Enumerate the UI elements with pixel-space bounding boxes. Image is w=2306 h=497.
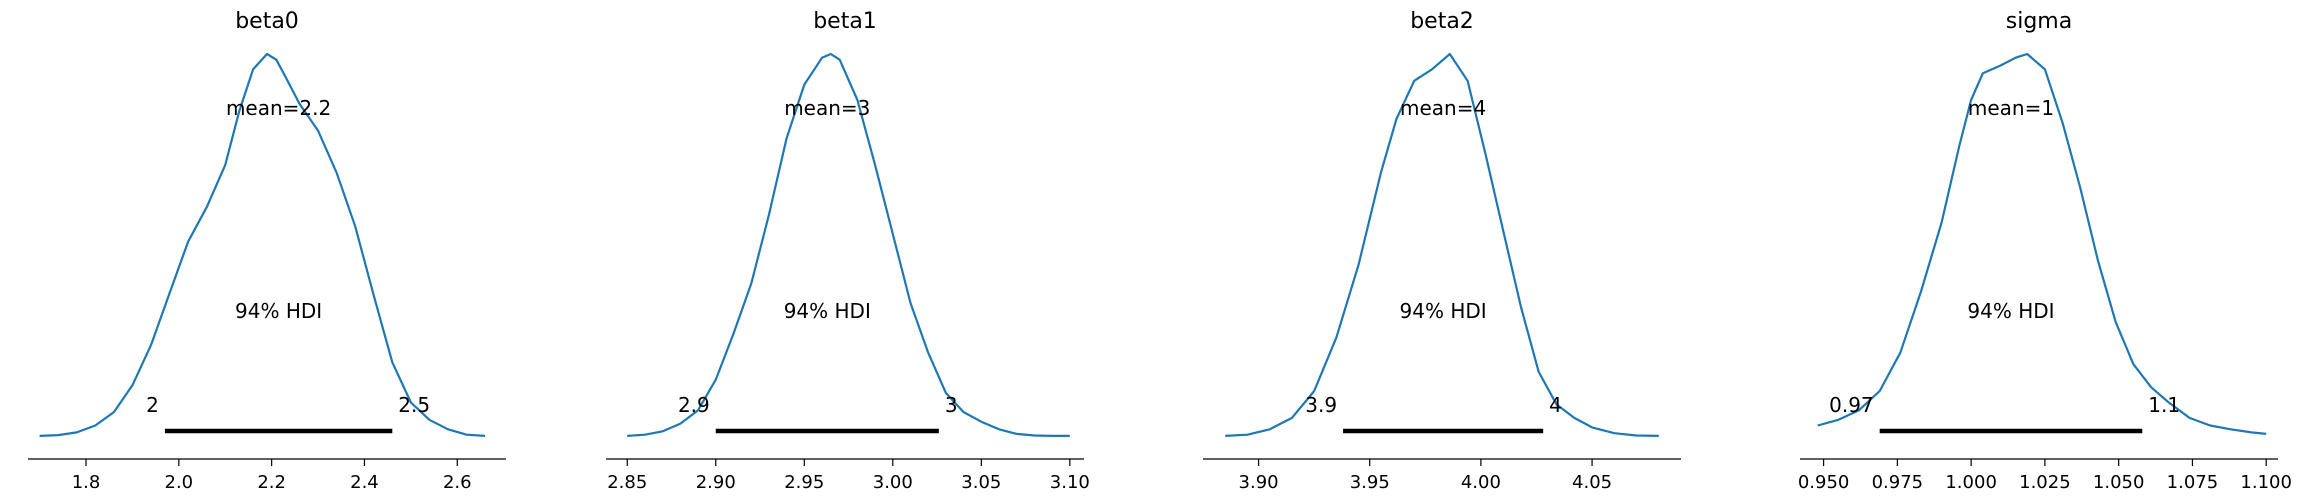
hdi-label: 94% HDI [1967,299,2054,323]
kde-line [1817,52,2267,435]
hdi-low-label: 2.9 [678,393,710,417]
x-tick-label: 4.00 [1461,472,1501,493]
hdi-high-label: 4 [1549,393,1562,417]
x-tick-label: 2.95 [784,472,824,493]
x-tick-label: 2.6 [443,472,472,493]
panel-beta0: beta0 mean=2.2 94% HDI 2 2.5 1.8 2.0 2.2 2.4 2.6 [28,9,506,493]
hdi-label: 94% HDI [1400,299,1487,323]
x-tick-label: 0.975 [1872,472,1924,493]
x-tick-label: 3.90 [1239,472,1279,493]
x-tick-label: 3.00 [873,472,913,493]
panel-title: beta1 [813,9,877,34]
x-tick-label: 1.8 [72,472,101,493]
hdi-low-label: 3.9 [1305,393,1337,417]
x-tick-label: 1.000 [1945,472,1997,493]
x-tick-label: 4.05 [1572,472,1612,493]
kde-line [39,52,486,437]
x-tick-label: 2.0 [165,472,194,493]
mean-label: mean=4 [1400,96,1486,120]
panel-title: beta2 [1410,9,1474,34]
hdi-low-label: 2 [146,393,159,417]
x-tick-label: 1.050 [2093,472,2145,493]
mean-label: mean=1 [1968,96,2054,120]
x-tick-label: 1.075 [2167,472,2219,493]
x-tick-label: 2.4 [350,472,379,493]
hdi-low-label: 0.97 [1829,393,1874,417]
x-tick-label: 3.95 [1350,472,1390,493]
x-tick-label: 2.2 [257,472,286,493]
panel-title: beta0 [235,9,299,34]
hdi-high-label: 2.5 [398,393,430,417]
panel-beta1: beta1 mean=3 94% HDI 2.9 3 2.85 2.90 2.95 3.00 3.… [606,9,1090,493]
mean-label: mean=2.2 [226,96,331,120]
x-tick-label: 0.950 [1798,472,1850,493]
x-tick-label: 1.100 [2240,472,2292,493]
hdi-label: 94% HDI [784,299,871,323]
kde-line [1225,52,1659,437]
x-tick-label: 2.90 [696,472,736,493]
panel-sigma: sigma mean=1 94% HDI 0.97 1.1 0.950 0.975 1.000… [1798,9,2292,493]
hdi-high-label: 3 [945,393,958,417]
x-tick-label: 3.10 [1050,472,1090,493]
panel-title: sigma [2006,9,2072,34]
hdi-high-label: 1.1 [2148,393,2180,417]
panel-beta2: beta2 mean=4 94% HDI 3.9 4 3.90 3.95 4.00 4.05 [1203,9,1681,493]
x-tick-label: 2.85 [607,472,647,493]
kde-line [627,52,1070,437]
mean-label: mean=3 [784,96,870,120]
x-tick-label: 1.025 [2019,472,2071,493]
hdi-label: 94% HDI [235,299,322,323]
x-tick-label: 3.05 [961,472,1001,493]
